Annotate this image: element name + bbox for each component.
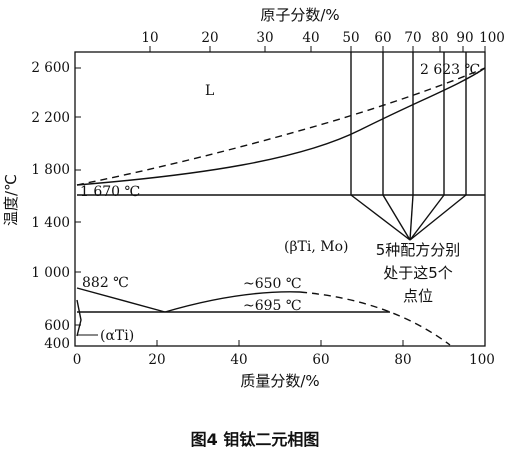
temp-695-label: ~695 ℃ [243,298,302,314]
top-tick-label: 50 [342,30,359,46]
y-tick-label: 1 400 [31,215,70,231]
beta-phase-label: (βTi, Mo) [284,239,349,255]
note-line: 处于这5个 [383,264,453,282]
y-tick-labels: 2 600 2 200 1 800 1 400 1 000 600 400 [31,60,70,352]
x-tick-label: 60 [312,352,329,368]
top-tick-label: 20 [201,30,218,46]
top-tick-label: 70 [404,30,421,46]
alpha-phase-label: (αTi) [100,328,134,344]
note-line: 点位 [403,287,433,305]
y-tick-label: 2 200 [31,110,70,126]
y-tick-label: 600 [44,318,70,334]
left-axis-ticks [75,67,81,326]
plot-frame [74,51,486,347]
pointer-line [409,194,467,241]
alpha-region [76,299,82,337]
note-line: 5种配方分别 [376,241,461,259]
solidus-curve [76,67,486,186]
alpha-transus-left [76,287,166,313]
top-tick-label: 10 [141,30,158,46]
top-tick-label: 90 [456,30,473,46]
liquid-label: L [205,83,214,99]
figure-caption: 图4 钼钛二元相图 [191,430,320,449]
x-tick-label: 20 [148,352,165,368]
top-tick-label: 60 [374,30,391,46]
y-tick-label: 1 800 [31,162,70,178]
x-axis-title: 质量分数/% [240,372,319,390]
pointer-line [350,194,411,241]
y-tick-label: 1 000 [31,265,70,281]
top-tick-label: 80 [431,30,448,46]
x-tick-label: 40 [230,352,247,368]
top-axis-title: 原子分数/% [260,6,339,24]
pointer-line [382,194,411,241]
x-tick-label: 100 [469,352,495,368]
y-tick-label: 2 600 [31,60,70,76]
top-axis-ticks [149,46,486,52]
x-tick-labels: 0 20 40 60 80 100 [73,352,495,368]
pointer-line [409,194,414,241]
alpha-transus-right [164,291,301,313]
monotectoid-label: 1 670 ℃ [80,184,140,200]
top-tick-label: 100 [479,30,505,46]
alpha-transition-label: 882 ℃ [82,275,129,291]
top-tick-labels: 10 20 30 40 50 60 70 80 90 100 [141,30,504,46]
y-axis-title: 温度/℃ [2,174,20,226]
x-tick-label: 80 [394,352,411,368]
dashed-transus [299,291,451,346]
temp-650-label: ~650 ℃ [243,276,302,292]
top-tick-label: 30 [256,30,273,46]
mo-melting-label: 2 623 ℃ [420,62,480,78]
x-tick-label: 0 [73,352,82,368]
formulation-note: 5种配方分别 处于这5个 点位 [376,241,461,305]
top-tick-label: 40 [302,30,319,46]
pointer-line [409,194,445,241]
liquidus-curve [76,67,486,186]
y-tick-label: 400 [44,336,70,352]
phase-boundaries [76,52,486,346]
bottom-axis-ticks [156,340,404,346]
